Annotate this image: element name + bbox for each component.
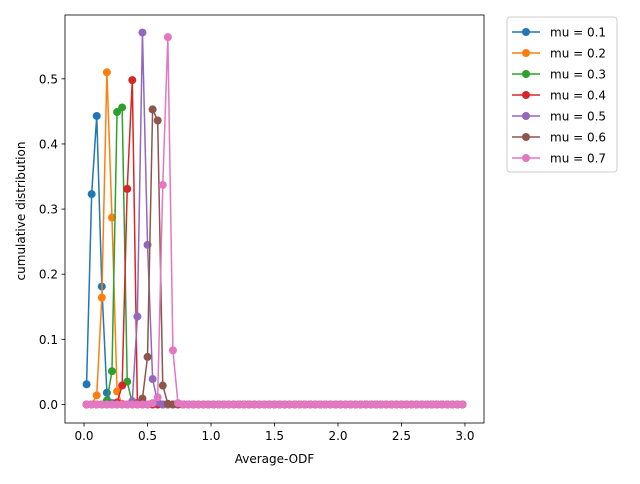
y-tick-label: 0.2 xyxy=(39,268,58,282)
data-point xyxy=(163,33,172,42)
legend-label: mu = 0.4 xyxy=(550,89,606,103)
data-point xyxy=(458,400,467,409)
data-point xyxy=(158,180,167,189)
data-point xyxy=(92,391,101,400)
data-point xyxy=(133,312,142,321)
y-tick-label: 0.1 xyxy=(39,333,58,347)
y-tick-label: 0.0 xyxy=(39,398,58,412)
data-point xyxy=(102,388,111,397)
data-point xyxy=(118,103,127,112)
y-tick-label: 0.3 xyxy=(39,203,58,217)
x-tick-label: 0.0 xyxy=(74,429,93,443)
legend-box xyxy=(506,16,618,173)
data-point xyxy=(153,116,162,125)
data-point xyxy=(107,367,116,376)
data-point xyxy=(97,293,106,302)
y-axis-label: cumulative distribution xyxy=(14,142,28,281)
data-point xyxy=(107,213,116,222)
data-point xyxy=(148,375,157,384)
x-tick-label: 1.5 xyxy=(265,429,284,443)
legend-marker xyxy=(522,70,530,78)
x-tick-label: 3.0 xyxy=(455,429,474,443)
data-point xyxy=(138,394,147,403)
data-point xyxy=(153,393,162,402)
x-tick-label: 2.0 xyxy=(328,429,347,443)
legend-marker xyxy=(522,133,530,141)
data-point xyxy=(128,76,137,85)
legend-marker xyxy=(522,91,530,99)
x-tick-label: 0.5 xyxy=(138,429,157,443)
data-point xyxy=(148,399,157,408)
legend-marker xyxy=(522,49,530,57)
x-tick-label: 1.0 xyxy=(201,429,220,443)
legend-label: mu = 0.5 xyxy=(550,110,606,124)
data-point xyxy=(92,111,101,120)
y-tick-label: 0.5 xyxy=(39,72,58,86)
data-point xyxy=(123,184,132,193)
x-tick-label: 2.5 xyxy=(392,429,411,443)
data-point xyxy=(87,190,96,199)
legend-label: mu = 0.1 xyxy=(550,26,606,40)
legend-marker xyxy=(522,154,530,162)
data-point xyxy=(158,381,167,390)
legend: mu = 0.1 mu = 0.2 mu = 0.3 mu = 0.4 mu = 0.5… xyxy=(506,16,618,173)
x-axis-label: Average-ODF xyxy=(235,452,315,466)
legend-label: mu = 0.3 xyxy=(550,68,606,82)
legend-marker xyxy=(522,112,530,120)
data-point xyxy=(168,346,177,355)
legend-marker xyxy=(522,28,530,36)
data-point xyxy=(138,28,147,37)
data-point xyxy=(143,352,152,361)
data-point xyxy=(82,380,91,389)
data-point xyxy=(102,68,111,77)
legend-label: mu = 0.2 xyxy=(550,47,606,61)
legend-label: mu = 0.7 xyxy=(550,152,606,166)
data-point xyxy=(118,381,127,390)
legend-label: mu = 0.6 xyxy=(550,131,606,145)
data-point xyxy=(148,105,157,114)
y-tick-label: 0.4 xyxy=(39,137,58,151)
plot-area: 0.0 0.5 1.0 1.5 2.0 2.5 3.0 0.0 0.1 0.2 0.3 0.4 0.5 xyxy=(39,14,485,443)
